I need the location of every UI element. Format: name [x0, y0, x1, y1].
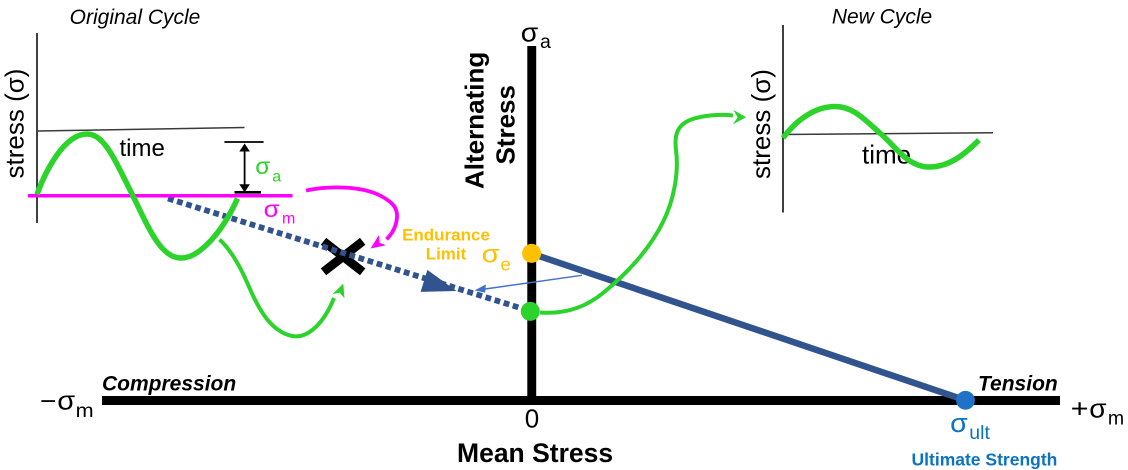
svg-text:Original Cycle: Original Cycle [70, 6, 201, 29]
svg-text:Endurance: Endurance [402, 226, 490, 245]
svg-text:0: 0 [525, 403, 539, 433]
svg-text:σm: σm [264, 196, 296, 228]
svg-text:σult: σult [950, 408, 990, 444]
svg-text:Ultimate Strength: Ultimate Strength [912, 449, 1058, 469]
svg-text:Mean Stress: Mean Stress [457, 438, 613, 468]
svg-text:Stress: Stress [491, 85, 521, 165]
svg-text:Alternating: Alternating [460, 52, 490, 189]
svg-text:time: time [120, 135, 165, 162]
svg-text:New Cycle: New Cycle [832, 6, 932, 29]
svg-text:σa: σa [521, 18, 551, 53]
svg-text:stress (σ): stress (σ) [0, 69, 30, 179]
svg-text:+σm: +σm [1071, 396, 1125, 430]
svg-text:σe: σe [482, 241, 511, 275]
svg-text:σa: σa [255, 153, 281, 185]
svg-text:Tension: Tension [978, 373, 1058, 396]
svg-text:stress (σ): stress (σ) [746, 69, 776, 179]
svg-text:Compression: Compression [102, 373, 236, 396]
svg-text:Limit: Limit [426, 245, 467, 264]
svg-text:−σm: −σm [40, 388, 93, 422]
